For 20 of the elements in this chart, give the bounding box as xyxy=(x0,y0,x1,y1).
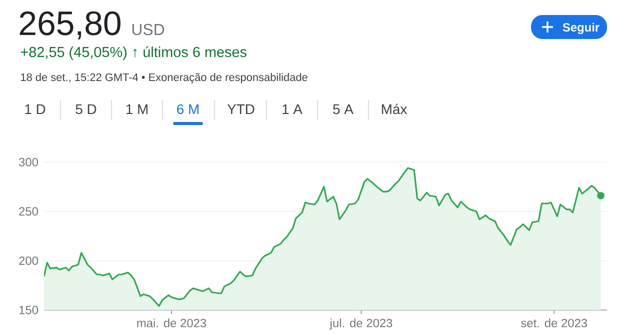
y-tick-label: 250 xyxy=(19,207,38,216)
text: 1 M xyxy=(126,104,148,114)
text: Seguir xyxy=(562,22,600,34)
text: 1 D xyxy=(25,104,46,114)
text: 6 M xyxy=(177,104,198,114)
y-tick-label: 300 xyxy=(18,158,38,166)
text: 18 de set., 15:22 GMT-4 • Exoneração de responsabilidade xyxy=(21,73,308,84)
x-tick-label: set. de 2023 xyxy=(521,318,588,328)
text: 1 A xyxy=(282,104,302,114)
text: 5 A xyxy=(333,104,354,114)
text: USD xyxy=(132,24,164,36)
x-tick-label: jul. de 2023 xyxy=(330,318,392,330)
chart-subtitle: +82,55 (45,05%) ↑ últimos 6 meses xyxy=(20,46,246,60)
text: YTD xyxy=(227,104,254,114)
x-tick-label: mai. de 2023 xyxy=(137,318,206,328)
text: Máx xyxy=(382,104,408,114)
chart-title: 265,80 xyxy=(20,11,120,40)
y-tick-label: 200 xyxy=(19,256,38,265)
y-tick-label: 150 xyxy=(19,306,38,314)
text: 5 D xyxy=(76,104,96,114)
